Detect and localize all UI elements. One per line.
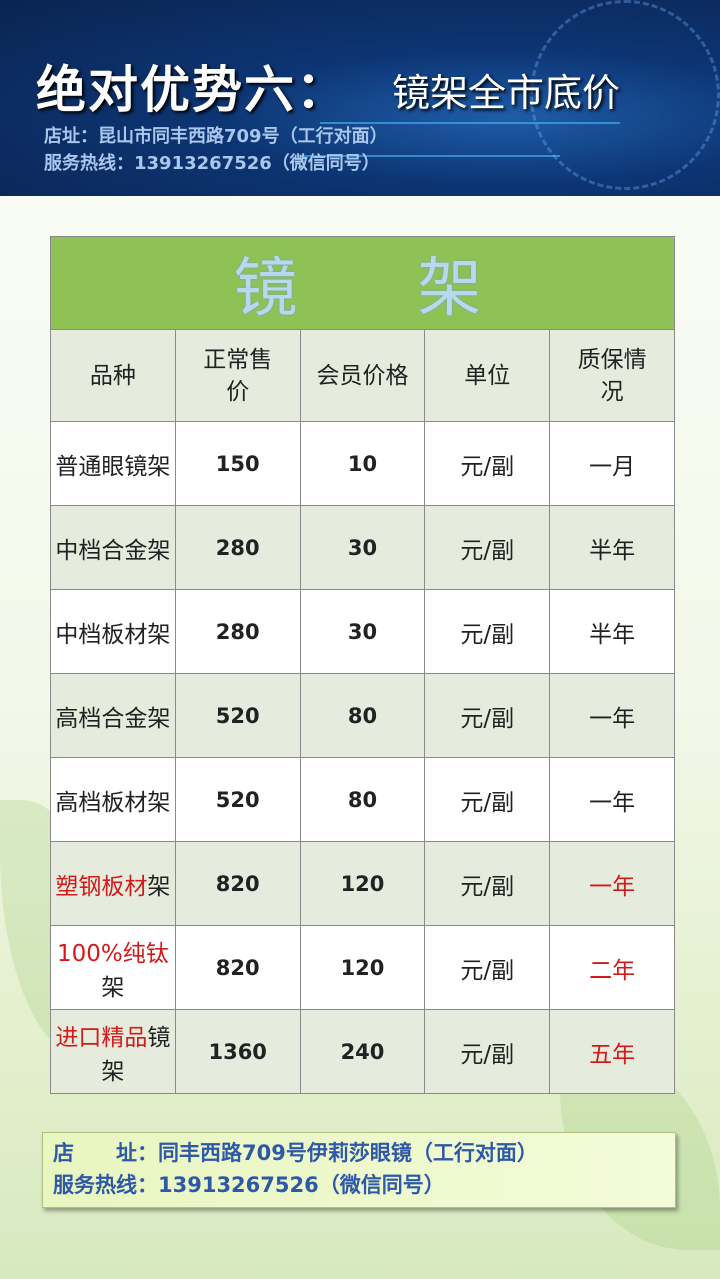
table-row: 进口精品镜架 1360 240 元/副 五年 <box>50 1009 675 1094</box>
product-name-cell: 中档板材架 <box>50 589 176 674</box>
member-price: 120 <box>299 925 426 1010</box>
decorative-line <box>300 155 560 157</box>
product-name: 中档合金架 <box>55 538 170 564</box>
product-name-cell: 100%纯钛架 <box>50 925 176 1010</box>
product-name: 塑钢板材架 <box>55 874 170 900</box>
product-name-cell: 塑钢板材架 <box>50 841 176 926</box>
product-name-highlight: 进口精品 <box>55 1024 148 1051</box>
member-price: 120 <box>299 841 426 926</box>
table-row: 中档板材架 280 30 元/副 半年 <box>50 589 675 674</box>
warranty: 五年 <box>549 1009 675 1094</box>
table-caption: 镜架 <box>50 236 675 330</box>
unit: 元/副 <box>424 421 551 506</box>
product-name-highlight: 100%纯钛 <box>57 940 169 967</box>
footer-address: 店 址：同丰西路709号伊莉莎眼镜（工行对面） <box>53 1137 665 1169</box>
member-price: 30 <box>299 589 426 674</box>
header-cell: 会员价格 <box>299 329 426 422</box>
regular-price: 820 <box>174 841 301 926</box>
table-row: 普通眼镜架 150 10 元/副 一月 <box>50 421 675 506</box>
product-name-text: 高档合金架 <box>55 705 171 732</box>
table-row: 高档合金架 520 80 元/副 一年 <box>50 673 675 758</box>
product-name-text: 高档板材架 <box>55 789 171 816</box>
footer-hotline: 服务热线：13913267526（微信同号） <box>53 1169 665 1201</box>
warranty: 一年 <box>549 841 675 926</box>
product-name-cell: 普通眼镜架 <box>50 421 176 506</box>
member-price: 80 <box>299 757 426 842</box>
banner-address: 店址：昆山市同丰西路709号（工行对面） <box>44 126 388 147</box>
unit: 元/副 <box>424 757 551 842</box>
product-name-cell: 中档合金架 <box>50 505 176 590</box>
regular-price: 520 <box>174 757 301 842</box>
product-name: 高档板材架 <box>55 790 170 816</box>
header-cell: 品种 <box>50 329 176 422</box>
hotline-value: 13913267526（微信同号） <box>158 1173 445 1197</box>
regular-price: 280 <box>174 589 301 674</box>
footer-info-box: 店 址：同丰西路709号伊莉莎眼镜（工行对面） 服务热线：13913267526… <box>42 1132 676 1208</box>
unit: 元/副 <box>424 841 551 926</box>
warranty: 一年 <box>549 673 675 758</box>
warranty: 半年 <box>549 589 675 674</box>
regular-price: 820 <box>174 925 301 1010</box>
table-row: 塑钢板材架 820 120 元/副 一年 <box>50 841 675 926</box>
unit: 元/副 <box>424 673 551 758</box>
warranty: 二年 <box>549 925 675 1010</box>
regular-price: 280 <box>174 505 301 590</box>
product-name-cell: 高档合金架 <box>50 673 176 758</box>
header-banner: 绝对优势六： 镜架全市底价 店址：昆山市同丰西路709号（工行对面） 服务热线：… <box>0 0 720 196</box>
product-name: 100%纯钛架 <box>57 941 169 1001</box>
table-row: 100%纯钛架 820 120 元/副 二年 <box>50 925 675 1010</box>
banner-title: 绝对优势六： <box>36 61 348 119</box>
unit: 元/副 <box>424 589 551 674</box>
member-price: 80 <box>299 673 426 758</box>
warranty: 半年 <box>549 505 675 590</box>
decorative-line <box>320 122 620 124</box>
header-cell: 质保情况 <box>549 329 675 422</box>
warranty: 一年 <box>549 757 675 842</box>
product-name-text: 架 <box>101 974 125 1001</box>
table-header-row: 品种 正常售价 会员价格 单位 质保情况 <box>50 329 675 422</box>
address-value: 同丰西路709号伊莉莎眼镜（工行对面） <box>158 1141 538 1165</box>
member-price: 30 <box>299 505 426 590</box>
member-price: 240 <box>299 1009 426 1094</box>
table-row: 中档合金架 280 30 元/副 半年 <box>50 505 675 590</box>
regular-price: 1360 <box>174 1009 301 1094</box>
warranty: 一月 <box>549 421 675 506</box>
product-name: 普通眼镜架 <box>55 454 170 480</box>
product-name-text: 架 <box>147 873 171 900</box>
member-price: 10 <box>299 421 426 506</box>
unit: 元/副 <box>424 1009 551 1094</box>
hotline-label: 服务热线： <box>53 1173 158 1197</box>
header-cell: 单位 <box>424 329 551 422</box>
product-name-highlight: 塑钢板材 <box>55 873 148 900</box>
product-name-cell: 进口精品镜架 <box>50 1009 176 1094</box>
product-name-text: 普通眼镜架 <box>55 453 171 480</box>
unit: 元/副 <box>424 505 551 590</box>
product-name-text: 中档合金架 <box>55 537 171 564</box>
product-name: 进口精品镜架 <box>55 1025 170 1085</box>
decorative-arc <box>530 0 720 190</box>
regular-price: 150 <box>174 421 301 506</box>
unit: 元/副 <box>424 925 551 1010</box>
product-name-text: 中档板材架 <box>55 621 171 648</box>
product-name-cell: 高档板材架 <box>50 757 176 842</box>
banner-hotline: 服务热线：13913267526（微信同号） <box>44 153 380 174</box>
price-table: 镜架 品种 正常售价 会员价格 单位 质保情况 普通眼镜架 150 10 元/副 一月中… <box>50 236 675 1094</box>
address-label: 店 址： <box>53 1141 158 1165</box>
product-name-text: 镜架 <box>101 1024 171 1085</box>
product-name: 高档合金架 <box>55 706 170 732</box>
table-row: 高档板材架 520 80 元/副 一年 <box>50 757 675 842</box>
regular-price: 520 <box>174 673 301 758</box>
header-cell: 正常售价 <box>174 329 301 422</box>
banner-subtitle: 镜架全市底价 <box>392 71 621 115</box>
product-name: 中档板材架 <box>55 622 170 648</box>
